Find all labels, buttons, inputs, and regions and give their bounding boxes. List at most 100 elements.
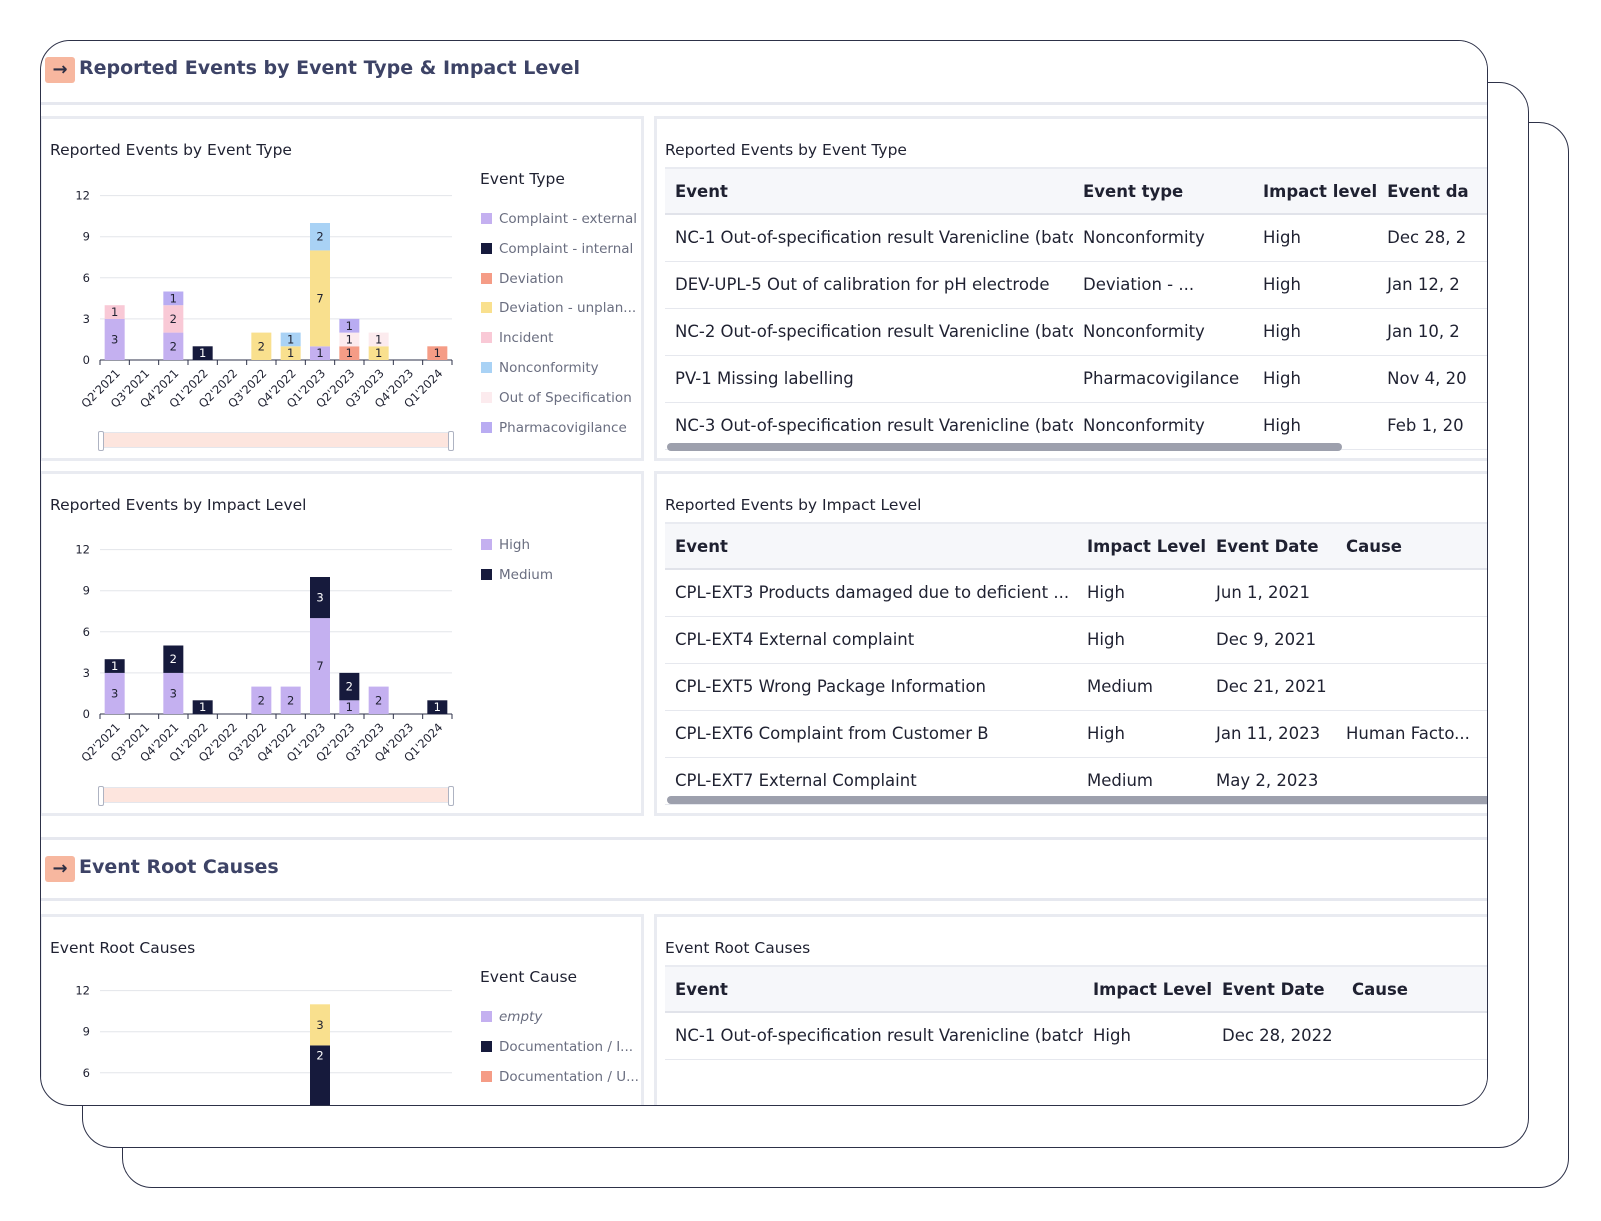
legend-item[interactable]: Documentation / U... [481,1069,639,1099]
bar-segment [310,618,330,714]
legend-item[interactable]: Medium [481,567,553,597]
bar-segment [427,700,448,714]
legend-item[interactable]: Incident [481,330,637,360]
column-header[interactable]: Event [665,167,1073,215]
legend-item[interactable]: Deviation [481,271,637,301]
bar-value-label: 3 [111,332,118,346]
arrow-right-icon[interactable]: → [45,57,75,83]
bar-value-label: 2 [170,312,177,326]
table-cell: Jan 11, 2023 [1206,710,1336,758]
bar-segment [339,318,360,333]
root-cause-table-panel: Event Root Causes Event Impact Level Event… [654,914,1487,1105]
section-header-root-causes[interactable]: → Event Root Causes [41,837,1487,901]
column-header[interactable]: Cause [1342,965,1487,1013]
legend-item[interactable]: Complaint - internal [481,241,637,271]
table-cell: Jan 10, 2 [1377,308,1487,356]
column-header[interactable]: Cause [1336,522,1487,570]
legend-label: Complaint - internal [499,240,634,257]
table-cell: High [1077,710,1206,758]
y-tick-label: 12 [75,189,90,203]
bar-value-label: 1 [346,346,353,360]
legend-item[interactable]: Complaint - external [481,211,637,241]
bar-segment [310,250,330,347]
bar-value-label: 3 [170,686,177,700]
bar-value-label: 2 [170,339,177,353]
bar-segment [104,659,125,673]
table-cell: High [1253,402,1378,450]
arrow-right-icon[interactable]: → [45,856,75,882]
event-type-chart-panel: Reported Events by Event Type 0 3 6 9 12 Q2'2… [41,116,644,461]
column-header[interactable]: Event Date [1206,522,1336,570]
bar-value-label: 3 [316,1018,323,1032]
table-row[interactable]: PV-1 Missing labelling Pharmacovigilance H… [665,355,1487,403]
table-row[interactable]: NC-1 Out-of-specification result Varenic… [665,214,1487,262]
column-header[interactable]: Impact level [1253,167,1378,215]
panel-title: Event Root Causes [665,939,811,957]
impact-chart-panel: Reported Events by Impact Level 0 3 6 9 12 Q2… [41,471,644,816]
table-cell: Dec 9, 2021 [1206,616,1336,664]
table-cell: PV-1 Missing labelling [665,355,1073,403]
legend-label: Deviation [499,270,564,287]
table-cell: High [1083,1012,1212,1060]
y-tick-label: 6 [83,271,90,285]
table-cell: Deviation - ... [1073,261,1253,309]
bar-segment [368,686,389,714]
y-tick-label: 6 [83,625,90,639]
legend-item[interactable]: Deviation - unplan... [481,300,637,330]
legend-swatch [481,272,492,284]
legend-label: Medium [499,567,553,583]
legend-item[interactable]: Documentation / I... [481,1039,639,1069]
root-cause-bar-chart: 6 9 12 2 3 [75,984,452,1105]
table-row[interactable]: CPL-EXT5 Wrong Package Information Medium… [665,663,1487,711]
legend-item[interactable]: Pharmacovigilance [481,420,637,450]
table-row[interactable]: NC-2 Out-of-specification result Varenic… [665,308,1487,356]
bar-value-label: 1 [287,332,294,346]
table-cell: High [1253,261,1378,309]
legend-swatch [481,361,492,373]
event-type-bar-chart: 036912Q2'202131Q3'2021Q4'2021221Q1'20221… [75,189,453,411]
bar-segment [368,346,389,360]
column-header[interactable]: Impact Level [1077,522,1206,570]
legend-swatch [481,539,492,550]
legend-item[interactable]: Nonconformity [481,360,637,390]
bar-segment [163,291,184,306]
legend-swatch [481,569,492,580]
column-header[interactable]: Event Date [1212,965,1342,1013]
section-header-event-type-impact[interactable]: → Reported Events by Event Type & Impact… [41,41,1487,105]
legend-item[interactable]: High [481,537,553,567]
bar-value-label: 1 [111,659,118,673]
root-cause-table: Event Impact Level Event Date Cause NC-1 Out… [665,965,1487,1060]
bar-value-label: 2 [170,652,177,666]
table-row[interactable]: CPL-EXT4 External complaint High Dec 9, 20… [665,616,1487,664]
bar-segment [339,332,360,347]
column-header[interactable]: Event [665,965,1083,1013]
table-row[interactable]: DEV-UPL-5 Out of calibration for pH elec… [665,261,1487,309]
column-header[interactable]: Event da [1377,167,1487,215]
bar-segment [192,346,213,360]
y-tick-label: 12 [75,543,90,557]
chart-range-scrollbar[interactable] [98,431,454,451]
column-header[interactable]: Impact Level [1083,965,1212,1013]
table-cell: Jan 12, 2 [1377,261,1487,309]
table-row[interactable]: CPL-EXT6 Complaint from Customer B High Ja… [665,710,1487,758]
bar-value-label: 1 [346,700,353,714]
legend-item[interactable]: empty [481,1009,639,1039]
table-row[interactable]: NC-1 Out-of-specification result Varenic… [665,1012,1487,1060]
table-row[interactable]: NC-3 Out-of-specification result Varenic… [665,402,1487,450]
table-horizontal-scrollbar[interactable] [667,796,1487,804]
legend-item[interactable]: Out of Specification [481,390,637,420]
table-cell: Dec 21, 2021 [1206,663,1336,711]
table-cell: Nonconformity [1073,308,1253,356]
column-header[interactable]: Event [665,522,1077,570]
y-tick-label: 6 [83,1066,90,1080]
bar-value-label: 1 [199,346,206,360]
table-row[interactable]: CPL-EXT3 Products damaged due to deficie… [665,569,1487,617]
legend-swatch [481,302,492,314]
column-header[interactable]: Event type [1073,167,1253,215]
legend-label: Incident [499,330,554,347]
chart-range-scrollbar[interactable] [98,786,454,806]
event-type-table-panel: Reported Events by Event Type Event Event… [654,116,1487,461]
table-horizontal-scrollbar[interactable] [667,443,1342,451]
table-cell: High [1253,355,1378,403]
y-tick-label: 9 [83,584,90,598]
